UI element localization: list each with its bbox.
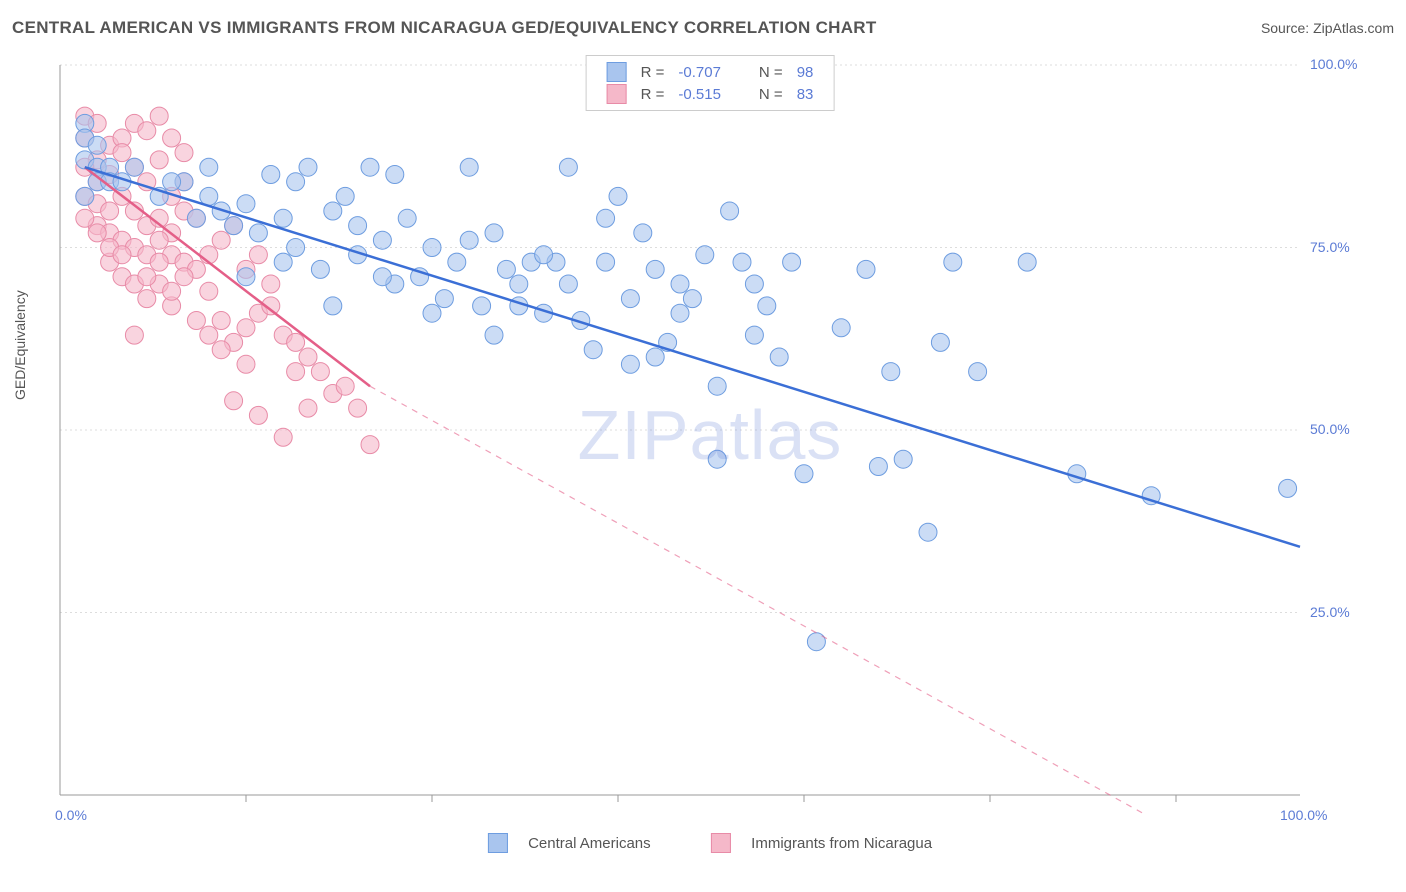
swatch-series-0 — [488, 833, 508, 853]
legend-R-label: R = — [635, 62, 671, 82]
x-tick-label: 0.0% — [55, 807, 87, 823]
x-tick-label: 100.0% — [1280, 807, 1327, 823]
legend-top: R = -0.707 N = 98 R = -0.515 N = 83 — [586, 55, 835, 111]
swatch-series-1 — [607, 84, 627, 104]
scatter-chart-svg — [50, 55, 1370, 815]
legend-R-value-1: -0.515 — [672, 84, 727, 104]
chart-title: CENTRAL AMERICAN VS IMMIGRANTS FROM NICA… — [12, 18, 877, 38]
legend-R-value-0: -0.707 — [672, 62, 727, 82]
plot-area: ZIPatlas R = -0.707 N = 98 R = -0.515 N … — [50, 55, 1370, 815]
legend-bottom-label-1: Immigrants from Nicaragua — [751, 835, 932, 852]
chart-header: CENTRAL AMERICAN VS IMMIGRANTS FROM NICA… — [12, 18, 1394, 38]
y-tick-label: 100.0% — [1310, 56, 1357, 72]
legend-N-value-1: 83 — [791, 84, 820, 104]
legend-row-series-0: R = -0.707 N = 98 — [601, 62, 820, 82]
y-tick-label: 75.0% — [1310, 239, 1350, 255]
legend-N-label: N = — [753, 84, 789, 104]
swatch-series-0 — [607, 62, 627, 82]
legend-row-series-1: R = -0.515 N = 83 — [601, 84, 820, 104]
y-tick-label: 50.0% — [1310, 421, 1350, 437]
swatch-series-1 — [711, 833, 731, 853]
legend-bottom-label-0: Central Americans — [528, 835, 651, 852]
legend-R-label: R = — [635, 84, 671, 104]
legend-N-value-0: 98 — [791, 62, 820, 82]
chart-source: Source: ZipAtlas.com — [1261, 20, 1394, 36]
y-tick-label: 25.0% — [1310, 604, 1350, 620]
y-axis-label: GED/Equivalency — [12, 290, 28, 400]
legend-bottom: Central Americans Immigrants from Nicara… — [480, 833, 940, 853]
legend-N-label: N = — [753, 62, 789, 82]
